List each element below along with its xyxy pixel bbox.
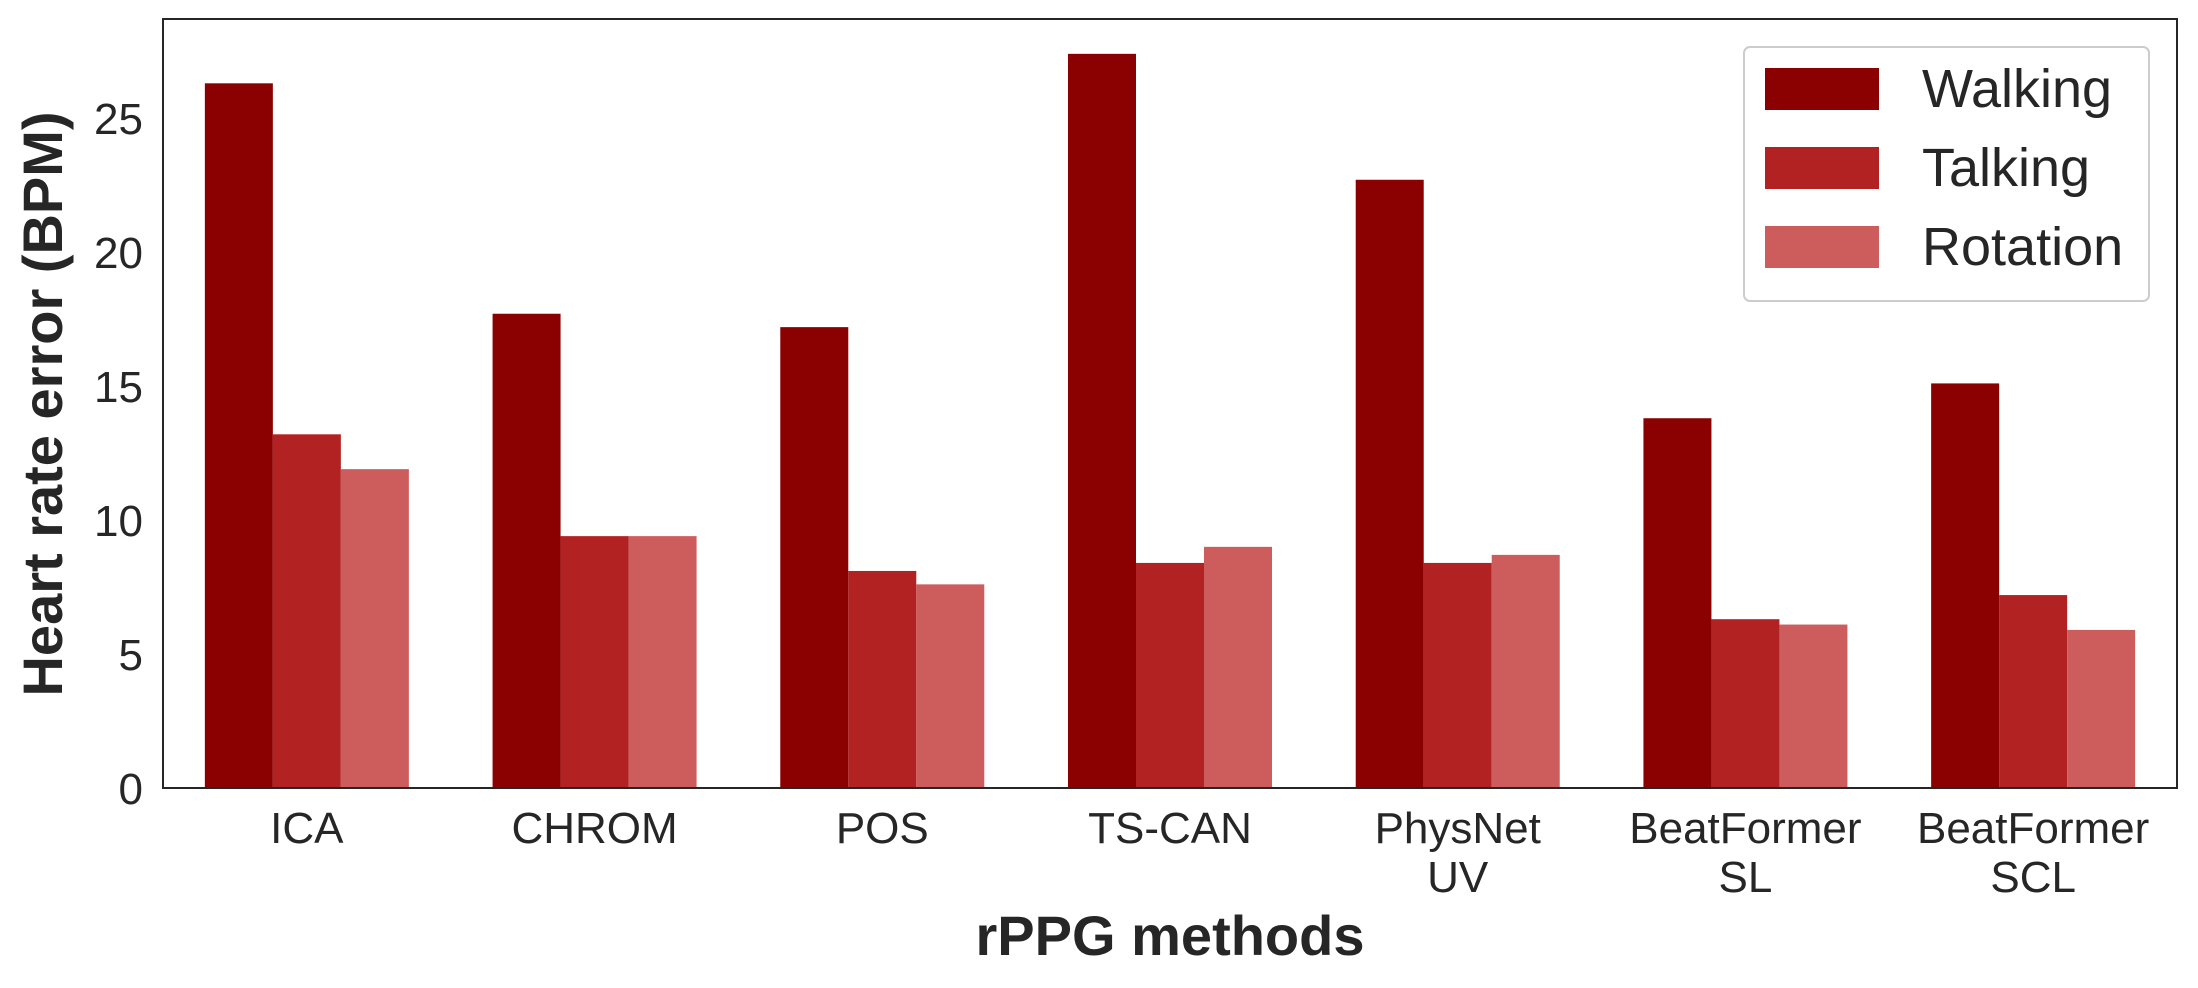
y-tick-label: 20 bbox=[94, 229, 143, 278]
bar-walking-0 bbox=[204, 83, 273, 788]
x-tick-label: CHROM bbox=[511, 804, 677, 853]
bar-rotation-2 bbox=[916, 584, 985, 788]
x-tick-label: BeatFormer SCL bbox=[1917, 804, 2149, 902]
plot-frame bbox=[162, 18, 2178, 789]
x-tick-label: BeatFormer SL bbox=[1629, 804, 1861, 902]
x-tick-labels: ICA CHROM POS TS-CAN PhysNet UV BeatFormer SL Be… bbox=[270, 804, 2149, 902]
bar-rotation-4 bbox=[1491, 554, 1560, 788]
legend-label-walking: Walking bbox=[1922, 59, 2112, 119]
bar-rotation-1 bbox=[628, 536, 697, 788]
bar-talking-2 bbox=[848, 570, 917, 788]
bar-walking-1 bbox=[492, 313, 561, 788]
y-tick-label: 25 bbox=[94, 95, 143, 144]
bar-talking-1 bbox=[560, 536, 629, 788]
legend-items: Walking Talking Rotation bbox=[1765, 59, 2123, 277]
bar-walking-3 bbox=[1068, 53, 1136, 788]
x-tick-label: ICA bbox=[270, 804, 344, 853]
bar-rotation-3 bbox=[1204, 546, 1272, 788]
bar-talking-3 bbox=[1136, 562, 1204, 788]
x-tick-label: PhysNet UV bbox=[1375, 804, 1541, 902]
y-tick-label: 0 bbox=[119, 765, 143, 814]
y-tick-label: 15 bbox=[94, 363, 143, 412]
bar-rotation-5 bbox=[1779, 624, 1848, 788]
bar-walking-6 bbox=[1931, 383, 2000, 788]
legend-swatch-talking bbox=[1765, 147, 1879, 189]
bar-talking-5 bbox=[1711, 619, 1780, 788]
bars-layer bbox=[204, 53, 2136, 789]
y-axis-title: Heart rate error (BPM) bbox=[11, 111, 74, 696]
legend-label-rotation: Rotation bbox=[1922, 217, 2123, 277]
bar-talking-0 bbox=[272, 434, 341, 788]
bar-talking-6 bbox=[1999, 595, 2068, 788]
x-axis-title: rPPG methods bbox=[976, 904, 1365, 967]
bar-rotation-0 bbox=[340, 469, 409, 788]
bar-talking-4 bbox=[1423, 562, 1492, 788]
bar-rotation-6 bbox=[2067, 629, 2136, 788]
x-tick-label: TS-CAN bbox=[1088, 804, 1252, 853]
legend-swatch-rotation bbox=[1765, 226, 1879, 268]
y-tick-label: 10 bbox=[94, 497, 143, 546]
legend-swatch-walking bbox=[1765, 68, 1879, 110]
bar-walking-2 bbox=[780, 327, 849, 788]
bar-walking-4 bbox=[1355, 179, 1424, 789]
legend-label-talking: Talking bbox=[1922, 138, 2090, 198]
bar-walking-5 bbox=[1643, 418, 1712, 788]
y-tick-label: 5 bbox=[119, 631, 143, 680]
y-tick-labels: 0 5 10 15 20 25 bbox=[94, 95, 143, 814]
x-tick-label: POS bbox=[836, 804, 929, 853]
legend: Walking Talking Rotation bbox=[1743, 46, 2150, 302]
